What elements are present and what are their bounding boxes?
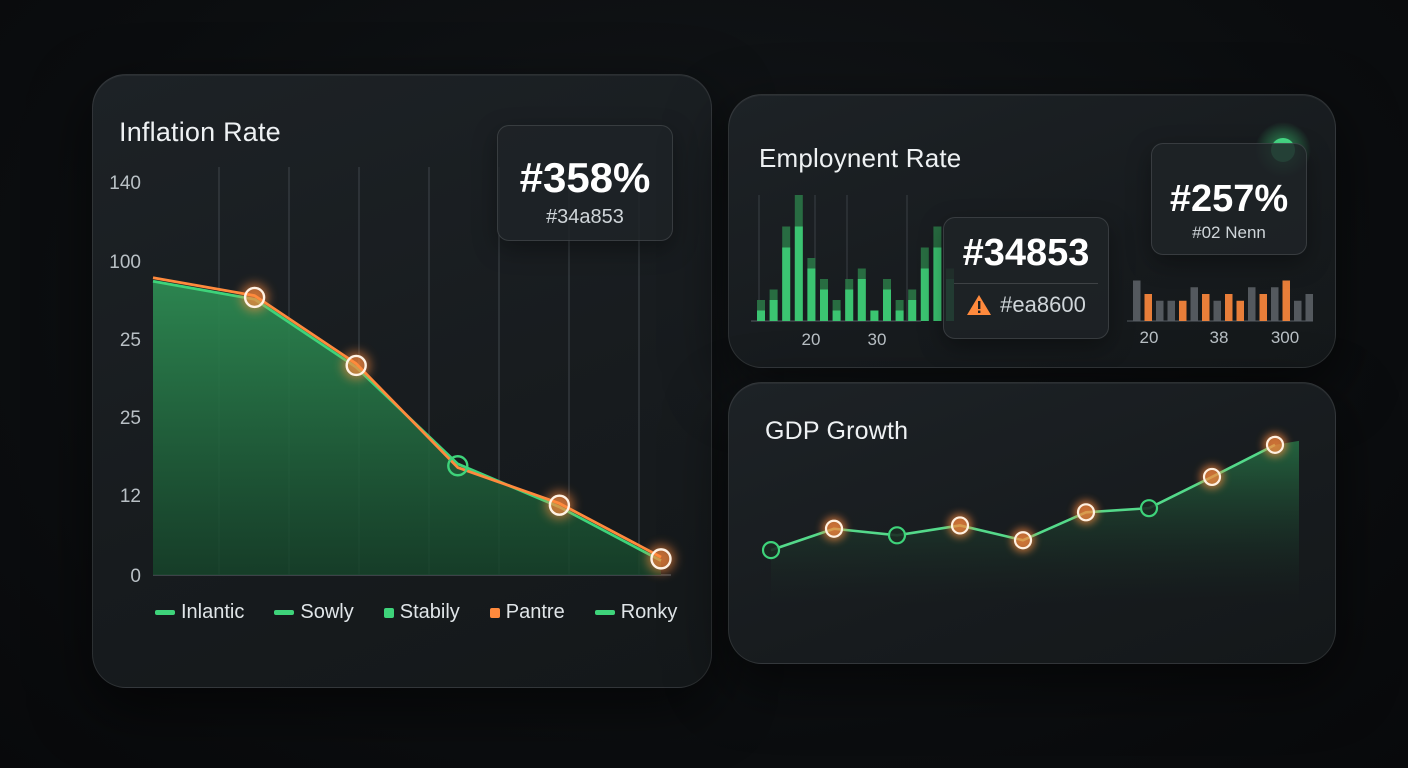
- data-point-marker: [243, 286, 266, 309]
- x-tick-label: 38: [1210, 328, 1229, 347]
- gdp-data-point-marker: [887, 526, 907, 545]
- legend-swatch: [489, 607, 500, 618]
- gdp-data-point-marker: [824, 519, 844, 538]
- data-point-marker: [447, 455, 469, 477]
- employment-side-bar: [1202, 294, 1210, 321]
- employment-side-bar: [1133, 280, 1141, 321]
- y-tick-label: 12: [120, 486, 141, 507]
- legend-label: Inlantic: [181, 601, 245, 623]
- inflation-stat-card: #358% #34a853: [497, 125, 673, 241]
- employment-bar-highlight: [820, 289, 828, 321]
- employment-side-bar: [1271, 287, 1279, 321]
- employment-bar-highlight: [769, 300, 778, 321]
- employment-bar-highlight: [782, 247, 791, 321]
- inflation-stat-sub: #34a853: [546, 206, 624, 228]
- employment-bar-highlight: [883, 289, 891, 321]
- gdp-chart: [761, 432, 1299, 603]
- y-tick-label: 140: [109, 173, 141, 194]
- employment-bar-highlight: [794, 226, 803, 321]
- stat-divider: [954, 283, 1098, 284]
- x-tick-label: 300: [1271, 328, 1299, 347]
- inflation-legend: Inlantic Sowly Stabily Pantre Ronky: [155, 601, 677, 624]
- x-tick-label: 20: [802, 330, 821, 349]
- warning-text: #ea8600: [1000, 292, 1086, 317]
- employment-bar-highlight: [895, 310, 904, 321]
- legend-item: Ronky: [594, 601, 678, 624]
- y-tick-label: 100: [109, 252, 141, 273]
- gdp-title: GDP Growth: [765, 417, 909, 445]
- employment-side-value: #257%: [1169, 178, 1289, 220]
- employment-side-bar: [1225, 294, 1233, 321]
- y-tick-label: 0: [130, 566, 141, 587]
- employment-side-bar: [1213, 300, 1221, 321]
- y-tick-label: 25: [120, 330, 141, 351]
- data-point-marker: [650, 548, 672, 570]
- legend-label: Stabily: [399, 601, 460, 623]
- employment-bar-highlight: [870, 310, 879, 321]
- legend-label: Pantre: [505, 601, 565, 623]
- data-point-marker: [345, 354, 367, 377]
- employment-side-sub: #02 Nenn: [1192, 223, 1266, 242]
- gdp-data-point-marker: [1076, 503, 1096, 522]
- employment-bar-highlight: [920, 268, 929, 321]
- employment-side-bar: [1259, 294, 1267, 321]
- gdp-data-point-marker: [1013, 531, 1033, 550]
- employment-side-bar: [1167, 300, 1175, 321]
- inflation-series-line-1: [152, 276, 662, 559]
- legend-item: Inlantic: [155, 601, 244, 624]
- gdp-panel: GDP Growth: [728, 382, 1336, 664]
- employment-side-bar: [1305, 294, 1313, 321]
- legend-label: Ronky: [620, 601, 678, 623]
- legend-label: Sowly: [300, 601, 354, 623]
- gdp-data-point-marker: [1139, 499, 1159, 518]
- inflation-area: [153, 281, 661, 575]
- inflation-title: Inflation Rate: [119, 117, 281, 147]
- gdp-data-point-marker: [950, 516, 970, 535]
- data-point-marker: [548, 494, 571, 516]
- employment-side-bar: [1282, 280, 1290, 321]
- gdp-data-point-marker: [1265, 435, 1285, 454]
- employment-bar-highlight: [857, 279, 866, 321]
- inflation-chart: 140 100 25 25 12 0: [109, 167, 675, 587]
- legend-swatch: [274, 610, 295, 615]
- employment-panel: Employnent Rate 20 30 20 38 300 #34853 #ea86…: [728, 94, 1336, 368]
- employment-side-bar: [1294, 300, 1302, 321]
- employment-bar-highlight: [908, 300, 917, 321]
- employment-side-bar: [1144, 294, 1152, 321]
- y-tick-label: 25: [120, 408, 141, 429]
- employment-bar-highlight: [757, 310, 765, 321]
- inflation-panel: Inflation Rate 140 100 25 25 12 0 #358% #34a8…: [92, 74, 712, 688]
- employment-bar-highlight: [832, 310, 841, 321]
- employment-bar-highlight: [933, 247, 942, 321]
- employment-stat-card: #34853 #ea8600: [943, 217, 1109, 339]
- employment-side-bar: [1236, 300, 1244, 321]
- gdp-data-point-marker: [1202, 467, 1222, 487]
- employment-bar-highlight: [807, 268, 816, 321]
- x-tick-label: 20: [1140, 328, 1159, 347]
- employment-side-bar: [1156, 300, 1164, 321]
- employment-side-bar: [1248, 287, 1256, 321]
- x-tick-label: 30: [868, 330, 887, 349]
- employment-side-card: #257% #02 Nenn: [1151, 143, 1307, 255]
- employment-side-bar: [1179, 300, 1187, 321]
- legend-swatch: [155, 610, 175, 615]
- gdp-data-point-marker: [761, 541, 781, 560]
- employment-stat-value: #34853: [962, 232, 1090, 274]
- employment-side-bar: [1190, 287, 1198, 321]
- employment-bar-highlight: [845, 289, 854, 321]
- gdp-area: [771, 440, 1299, 603]
- employment-title: Employnent Rate: [759, 143, 962, 173]
- legend-item: Stabily: [383, 601, 460, 624]
- warning-row: #ea8600: [944, 292, 1108, 318]
- legend-swatch: [594, 610, 615, 615]
- inflation-stat-value: #358%: [519, 154, 651, 201]
- legend-item: Pantre: [489, 601, 565, 624]
- warning-icon: [967, 295, 992, 315]
- legend-item: Sowly: [274, 601, 354, 624]
- legend-swatch: [383, 607, 394, 618]
